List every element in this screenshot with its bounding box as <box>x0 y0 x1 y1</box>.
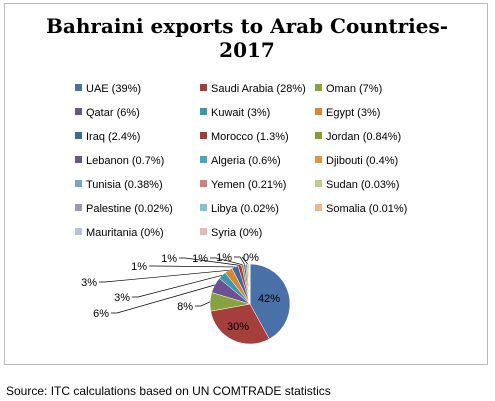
legend-item: Yemen (0.21%) <box>200 178 286 192</box>
legend-label: Sudan (0.03%) <box>326 179 400 191</box>
legend-item: Djibouti (0.4%) <box>315 154 398 168</box>
data-label: 8% <box>177 301 193 313</box>
leader-line <box>132 274 223 298</box>
data-label: 1% <box>216 252 232 264</box>
legend-item: Egypt (3%) <box>315 106 380 120</box>
data-label: 1% <box>161 253 177 265</box>
legend-label: Djibouti (0.4%) <box>326 155 399 167</box>
leader-line <box>234 256 245 265</box>
legend-label: Saudi Arabia (28%) <box>211 83 306 95</box>
legend-swatch <box>315 132 322 139</box>
legend-item: Sudan (0.03%) <box>315 178 399 192</box>
legend-swatch <box>75 204 82 211</box>
legend-label: Libya (0.02%) <box>211 203 279 215</box>
legend-swatch <box>315 108 322 115</box>
legend-swatch <box>200 180 207 187</box>
legend-label: Jordan (0.84%) <box>326 131 402 143</box>
leader-line <box>179 257 240 266</box>
legend-item: Tunisia (0.38%) <box>75 178 163 192</box>
legend-item: Lebanon (0.7%) <box>75 154 164 168</box>
leader-line <box>210 257 243 266</box>
legend-item: Libya (0.02%) <box>200 202 279 216</box>
legend-item: Kuwait (3%) <box>200 106 270 120</box>
legend-swatch <box>75 228 82 235</box>
legend-swatch <box>315 204 322 211</box>
legend-swatch <box>315 156 322 163</box>
legend-swatch <box>75 108 82 115</box>
leader-line <box>241 256 248 265</box>
source-note: Source: ITC calculations based on UN COM… <box>6 384 331 398</box>
legend-item: Saudi Arabia (28%) <box>200 82 306 96</box>
leader-line <box>99 269 229 283</box>
legend-label: UAE (39%) <box>86 83 142 95</box>
legend-label: Qatar (6%) <box>86 107 140 119</box>
legend-item: Morocco (1.3%) <box>200 130 289 144</box>
legend-swatch <box>75 84 82 91</box>
chart-area: Bahraini exports to Arab Countries- 2017… <box>4 3 488 365</box>
legend-item: Mauritania (0%) <box>75 226 164 240</box>
data-label: 6% <box>93 308 109 320</box>
legend-label: Tunisia (0.38%) <box>86 179 163 191</box>
pie-chart: 42% 30% 8% 6% 3% 3% 1% 1% 1% 1% 0% <box>81 252 291 345</box>
legend-label: Somalia (0.01%) <box>326 203 408 215</box>
legend-item: Somalia (0.01%) <box>315 202 407 216</box>
legend-swatch <box>200 84 207 91</box>
legend-swatch <box>315 84 322 91</box>
legend-label: Yemen (0.21%) <box>211 179 287 191</box>
legend-swatch <box>200 156 207 163</box>
chart-title-line1: Bahraini exports to Arab Countries- <box>45 14 449 38</box>
legend-label: Mauritania (0%) <box>86 227 164 239</box>
legend-label: Iraq (2.4%) <box>86 131 141 143</box>
legend-swatch <box>200 204 207 211</box>
data-label: 3% <box>114 292 130 304</box>
legend-item: Algeria (0.6%) <box>200 154 281 168</box>
legend-label: Algeria (0.6%) <box>211 155 281 167</box>
chart-title-line2: 2017 <box>219 38 275 62</box>
legend-item: Palestine (0.02%) <box>75 202 173 216</box>
legend-swatch <box>75 180 82 187</box>
legend-swatch <box>200 228 207 235</box>
legend-item: Iraq (2.4%) <box>75 130 140 144</box>
legend-item: Qatar (6%) <box>75 106 140 120</box>
legend-item: UAE (39%) <box>75 82 141 96</box>
leader-line <box>195 301 211 307</box>
chart-title: Bahraini exports to Arab Countries- 2017 <box>5 14 489 62</box>
data-label: 30% <box>227 321 249 333</box>
legend-label: Kuwait (3%) <box>211 107 271 119</box>
legend-label: Palestine (0.02%) <box>86 203 173 215</box>
legend-label: Syria (0%) <box>211 227 263 239</box>
data-label: 3% <box>81 277 97 289</box>
legend-swatch <box>75 132 82 139</box>
legend-swatch <box>75 156 82 163</box>
legend-label: Oman (7%) <box>326 83 383 95</box>
pie-slice <box>210 303 270 345</box>
legend-label: Egypt (3%) <box>326 107 381 119</box>
leader-line <box>111 284 215 314</box>
data-label: 42% <box>258 293 280 305</box>
legend-swatch <box>315 180 322 187</box>
legend-label: Morocco (1.3%) <box>211 131 289 143</box>
data-label: 0% <box>243 252 259 264</box>
leader-line <box>149 265 235 268</box>
data-label: 1% <box>131 261 147 273</box>
pie-slice <box>249 263 291 340</box>
legend-label: Lebanon (0.7%) <box>86 155 165 167</box>
legend-swatch <box>200 132 207 139</box>
data-label: 1% <box>192 253 208 265</box>
legend-item: Oman (7%) <box>315 82 382 96</box>
legend-swatch <box>200 108 207 115</box>
legend-item: Syria (0%) <box>200 226 262 240</box>
legend-item: Jordan (0.84%) <box>315 130 401 144</box>
